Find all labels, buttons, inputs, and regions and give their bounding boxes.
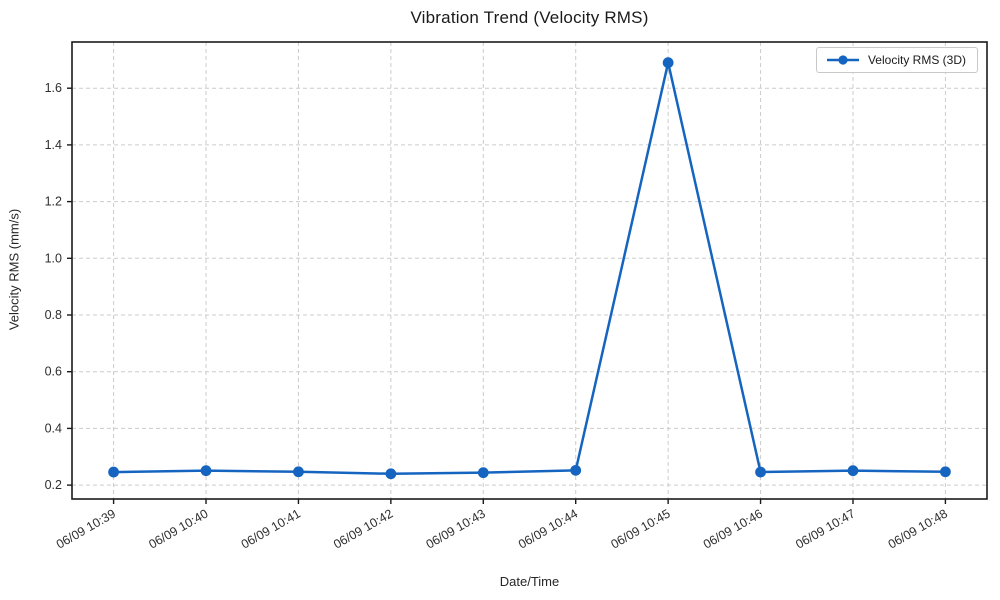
y-tick-label: 0.2 [45,478,62,492]
data-point [477,467,489,479]
chart-title: Vibration Trend (Velocity RMS) [410,8,649,27]
y-axis-label: Velocity RMS (mm/s) [6,208,22,331]
y-tick-label: 0.8 [45,308,62,322]
data-point [108,466,119,478]
data-point [940,466,951,478]
y-tick-label: 1.6 [45,81,62,95]
x-tick-label: 06/09 10:46 [701,506,765,551]
x-tick-label: 06/09 10:47 [793,506,857,551]
data-point [385,468,397,480]
data-point [200,465,212,477]
legend-line-marker-icon [826,55,859,65]
y-tick-label: 0.6 [45,365,62,379]
y-tick-label: 1.2 [45,195,62,209]
data-point [293,466,304,478]
data-point [755,466,766,478]
y-tick-label: 1.4 [45,138,62,152]
series-line [113,61,946,476]
x-tick-label: 06/09 10:42 [331,506,395,551]
x-axis-label: Date/Time [499,574,560,589]
x-tick-label: 06/09 10:44 [516,506,580,551]
x-tick-label: 06/09 10:40 [146,506,210,551]
x-tick-label: 06/09 10:48 [886,506,950,551]
x-tick-label: 06/09 10:41 [239,506,303,551]
x-tick-label: 06/09 10:43 [424,506,488,551]
legend: Velocity RMS (3D) [815,47,978,73]
axes-spines [71,41,988,500]
x-tick-label: 06/09 10:39 [54,506,118,551]
data-point [847,465,859,477]
x-tick-label: 06/09 10:45 [608,506,672,551]
y-tick-label: 1.0 [45,251,62,265]
legend-label: Velocity RMS (3D) [867,53,966,67]
data-point [570,464,582,476]
y-tick-label: 0.4 [45,421,62,435]
data-point [662,57,674,69]
